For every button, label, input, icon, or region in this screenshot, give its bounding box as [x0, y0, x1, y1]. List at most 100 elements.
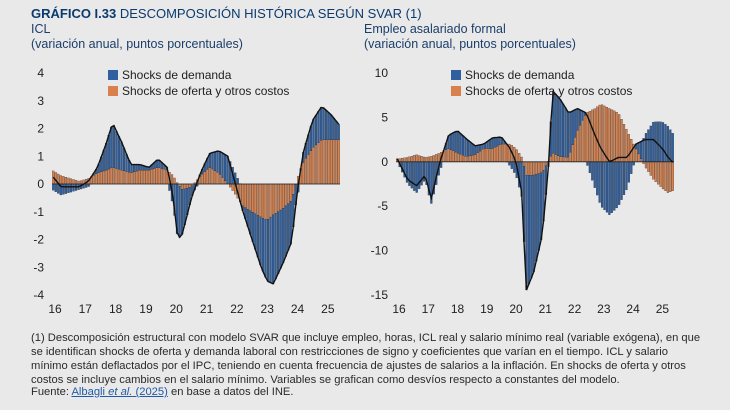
- x-tick-label: 22: [230, 302, 244, 316]
- source-link-author: Albagli: [71, 386, 109, 398]
- demand-bar: [218, 151, 222, 175]
- supply-bar: [503, 143, 506, 162]
- legend-swatch-supply: [451, 86, 461, 96]
- demand-bar: [493, 137, 496, 148]
- footnote: (1) Descomposición estructural con model…: [31, 332, 701, 386]
- supply-bar: [319, 140, 323, 185]
- y-tick-label: -2: [33, 233, 44, 247]
- supply-bar: [110, 167, 113, 185]
- demand-bar: [664, 124, 667, 162]
- demand-bar: [284, 205, 287, 257]
- y-tick-label: -5: [377, 199, 388, 213]
- supply-bar: [605, 107, 609, 162]
- demand-bar: [618, 161, 621, 205]
- supply-bar: [461, 155, 465, 162]
- demand-bar: [454, 131, 457, 153]
- supply-bar: [620, 119, 623, 162]
- y-tick-label: 0: [37, 177, 44, 191]
- supply-bar: [163, 169, 166, 185]
- supply-bar: [59, 175, 62, 185]
- demand-bar: [598, 161, 601, 203]
- x-tick-label: 22: [568, 302, 582, 316]
- supply-bar: [188, 183, 191, 188]
- source-suffix: en base a datos del INE.: [167, 386, 294, 398]
- supply-bar: [518, 153, 521, 162]
- supply-bar: [223, 180, 227, 185]
- demand-bar: [579, 109, 582, 126]
- demand-bar: [337, 124, 340, 140]
- supply-bar: [566, 157, 569, 162]
- demand-bar: [459, 133, 462, 155]
- supply-bar: [314, 144, 318, 185]
- supply-bar: [307, 154, 310, 185]
- demand-bar: [605, 161, 609, 213]
- demand-bar: [471, 143, 474, 156]
- demand-bar: [593, 161, 596, 188]
- demand-bar: [474, 145, 477, 155]
- demand-bar: [72, 183, 75, 192]
- supply-bar: [557, 155, 560, 162]
- supply-bar: [476, 152, 479, 162]
- demand-bar: [622, 161, 626, 195]
- demand-bar: [282, 208, 285, 263]
- demand-bar: [508, 161, 511, 166]
- x-tick-label: 17: [422, 302, 436, 316]
- demand-bar: [461, 135, 465, 156]
- supply-bar: [664, 161, 667, 191]
- y-tick-label: -3: [33, 260, 44, 274]
- demand-bar: [259, 216, 262, 266]
- supply-bar: [469, 155, 472, 162]
- demand-bar: [569, 111, 572, 153]
- supply-bar: [435, 154, 438, 162]
- supply-bar: [432, 155, 435, 162]
- supply-bar: [669, 161, 672, 193]
- source-link[interactable]: Albagli et al. (2025): [71, 386, 167, 398]
- supply-bar: [72, 179, 75, 185]
- supply-bar: [532, 161, 535, 176]
- demand-bar: [647, 129, 650, 162]
- supply-bar: [522, 161, 526, 167]
- x-tick-label: 20: [509, 302, 523, 316]
- demand-bar: [117, 136, 121, 170]
- demand-bar: [132, 164, 136, 173]
- supply-bar: [183, 183, 186, 189]
- demand-bar: [510, 161, 513, 169]
- x-tick-label: 23: [597, 302, 611, 316]
- demand-bar: [449, 133, 452, 150]
- supply-bar: [266, 183, 270, 220]
- supply-bar: [282, 183, 285, 209]
- demand-bar: [324, 110, 328, 140]
- demand-bar: [571, 110, 574, 145]
- chart2-title: Empleo asalariado formal: [364, 22, 506, 36]
- demand-bar: [452, 132, 455, 151]
- demand-bar: [608, 161, 611, 215]
- demand-bar: [256, 215, 260, 258]
- supply-bar: [145, 170, 148, 185]
- supply-bar: [479, 150, 482, 162]
- supply-bar: [254, 183, 257, 214]
- demand-bar: [561, 103, 565, 157]
- demand-bar: [615, 161, 618, 209]
- demand-bar: [574, 109, 577, 138]
- supply-bar: [420, 156, 423, 162]
- figure-label: GRÁFICO I.33: [31, 6, 117, 21]
- x-tick-label: 24: [291, 302, 305, 316]
- supply-bar: [410, 155, 413, 162]
- demand-bar: [644, 133, 648, 162]
- demand-bar: [84, 183, 88, 188]
- demand-bar: [327, 112, 330, 140]
- supply-bar: [564, 156, 567, 162]
- supply-bar: [74, 180, 78, 185]
- supply-bar: [542, 161, 545, 171]
- supply-bar: [170, 174, 174, 185]
- supply-bar: [622, 124, 626, 162]
- supply-bar: [561, 156, 565, 162]
- supply-bar: [312, 147, 315, 185]
- y-tick-label: 10: [375, 66, 389, 80]
- supply-bar: [459, 154, 462, 162]
- supply-bar: [627, 134, 630, 162]
- supply-bar: [213, 170, 217, 185]
- supply-bar: [158, 167, 161, 185]
- supply-bar: [256, 183, 260, 216]
